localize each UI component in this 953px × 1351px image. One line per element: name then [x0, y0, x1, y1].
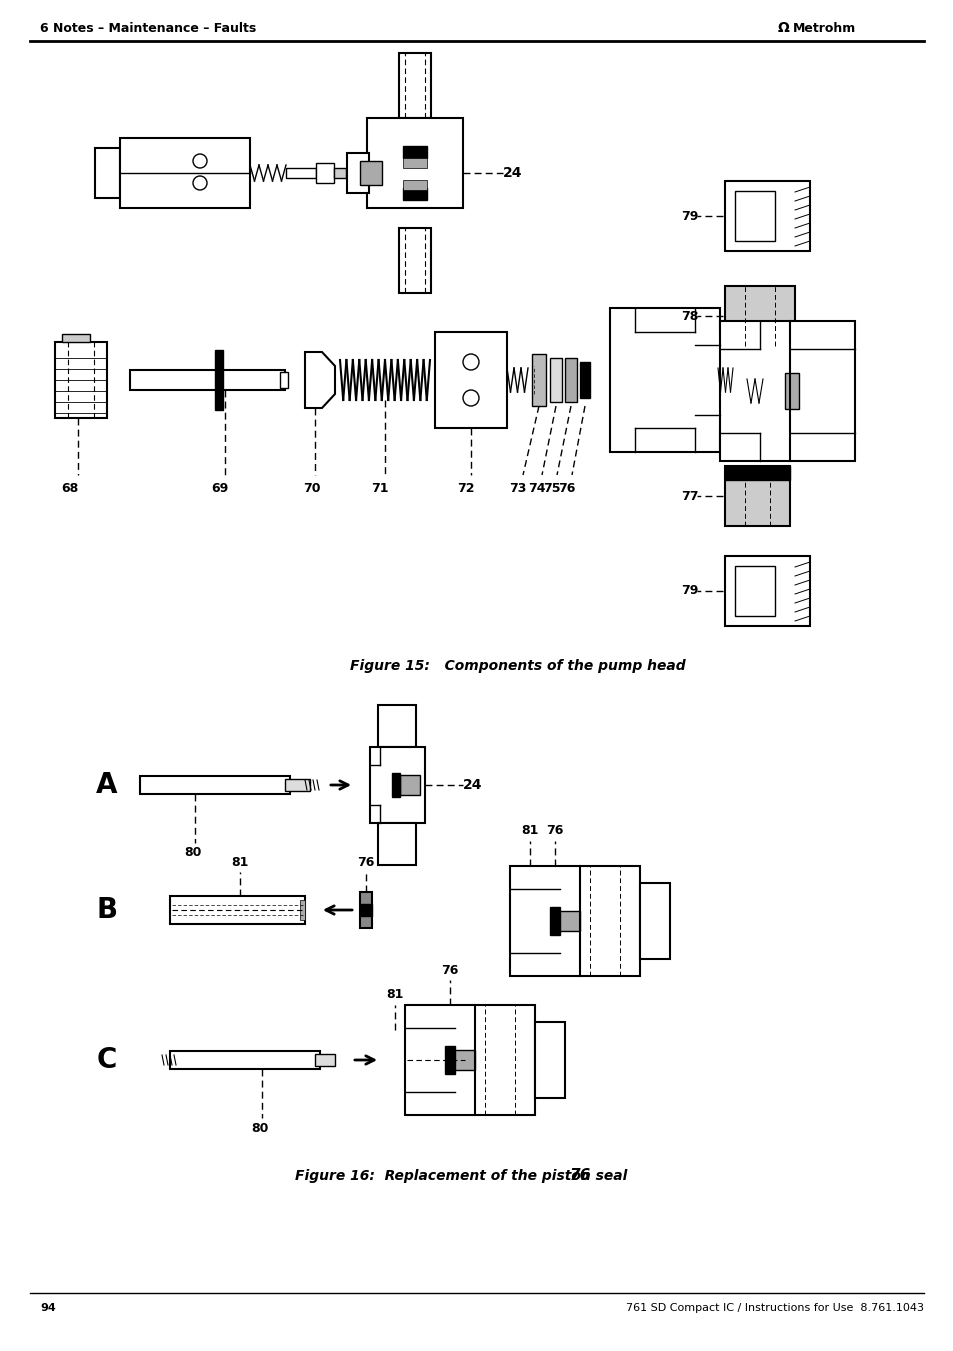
Text: 72: 72 — [456, 482, 475, 496]
Bar — [724, 286, 794, 346]
Text: 81: 81 — [520, 824, 538, 838]
Bar — [399, 775, 419, 794]
Bar — [435, 332, 506, 428]
Bar — [784, 373, 799, 409]
Bar — [367, 118, 462, 208]
Text: A: A — [96, 771, 117, 798]
Bar — [724, 332, 794, 346]
Text: 80: 80 — [184, 847, 201, 859]
Bar — [314, 1054, 335, 1066]
Text: Replacement of the piston seal: Replacement of the piston seal — [370, 1169, 632, 1183]
Bar — [359, 161, 381, 185]
Bar — [564, 358, 577, 403]
Bar — [359, 904, 372, 916]
Bar — [398, 53, 431, 118]
Text: 76: 76 — [441, 963, 458, 977]
Circle shape — [462, 354, 478, 370]
Text: 761 SD Compact IC / Instructions for Use  8.761.1043: 761 SD Compact IC / Instructions for Use… — [625, 1302, 923, 1313]
Bar — [55, 342, 107, 417]
Text: 94: 94 — [40, 1302, 55, 1313]
Bar — [558, 911, 579, 931]
Bar — [724, 557, 809, 626]
Bar — [170, 896, 305, 924]
Bar — [334, 168, 346, 178]
Bar — [444, 1046, 455, 1074]
Polygon shape — [609, 308, 740, 453]
Bar — [398, 228, 431, 293]
Text: 76: 76 — [546, 824, 563, 838]
Bar — [347, 153, 369, 193]
Text: C: C — [96, 1046, 117, 1074]
Bar — [377, 823, 416, 865]
Bar — [359, 892, 372, 928]
Bar — [315, 163, 334, 182]
Bar — [370, 747, 424, 823]
Bar — [377, 705, 416, 747]
Bar — [62, 334, 90, 342]
Text: 76: 76 — [558, 482, 575, 496]
Bar — [214, 350, 223, 409]
Bar — [402, 146, 427, 158]
Bar — [535, 1021, 564, 1098]
Bar — [724, 466, 789, 526]
Text: 77: 77 — [680, 489, 698, 503]
Bar — [453, 1050, 475, 1070]
Text: 78: 78 — [680, 309, 698, 323]
Bar — [280, 372, 288, 388]
Circle shape — [193, 176, 207, 190]
Text: 6 Notes – Maintenance – Faults: 6 Notes – Maintenance – Faults — [40, 22, 256, 35]
Text: 24: 24 — [463, 778, 482, 792]
Bar — [734, 190, 774, 240]
Bar — [720, 322, 854, 461]
Text: 73: 73 — [509, 482, 526, 496]
Bar — [402, 180, 427, 190]
Text: Figure 15:: Figure 15: — [350, 659, 430, 673]
Bar — [405, 228, 424, 293]
Bar — [120, 138, 250, 208]
Bar — [532, 354, 545, 407]
Bar — [724, 181, 809, 251]
Text: 71: 71 — [371, 482, 388, 496]
Bar — [550, 907, 559, 935]
Text: 80: 80 — [251, 1121, 269, 1135]
Bar — [286, 168, 315, 178]
Bar — [170, 1051, 319, 1069]
Text: 69: 69 — [212, 482, 229, 496]
Text: 70: 70 — [303, 482, 320, 496]
Bar — [579, 362, 589, 399]
Text: 74: 74 — [528, 482, 545, 496]
Text: 81: 81 — [386, 989, 403, 1001]
Text: Metrohm: Metrohm — [792, 22, 856, 35]
Polygon shape — [305, 353, 335, 408]
Text: Components of the pump head: Components of the pump head — [430, 659, 685, 673]
Text: Figure 16:: Figure 16: — [294, 1169, 375, 1183]
Text: 81: 81 — [231, 855, 249, 869]
Bar — [130, 370, 285, 390]
Bar — [402, 158, 427, 168]
Bar — [299, 900, 305, 920]
Bar — [392, 773, 399, 797]
Bar — [285, 780, 310, 790]
Bar — [510, 866, 639, 975]
Text: 79: 79 — [680, 209, 698, 223]
Bar — [639, 884, 669, 959]
Bar — [402, 188, 427, 200]
Bar — [140, 775, 290, 794]
Circle shape — [462, 390, 478, 407]
Text: 75: 75 — [542, 482, 560, 496]
Text: 68: 68 — [61, 482, 78, 496]
Bar — [405, 1005, 535, 1115]
Text: Ω: Ω — [778, 22, 789, 35]
Bar — [405, 53, 424, 118]
Text: 24: 24 — [503, 166, 522, 180]
Circle shape — [193, 154, 207, 168]
Text: B: B — [96, 896, 117, 924]
Bar — [734, 566, 774, 616]
Text: 76: 76 — [357, 855, 375, 869]
Bar — [550, 358, 561, 403]
Bar — [95, 149, 120, 199]
Text: 79: 79 — [680, 585, 698, 597]
Bar — [724, 466, 789, 480]
Text: 76: 76 — [569, 1169, 591, 1183]
